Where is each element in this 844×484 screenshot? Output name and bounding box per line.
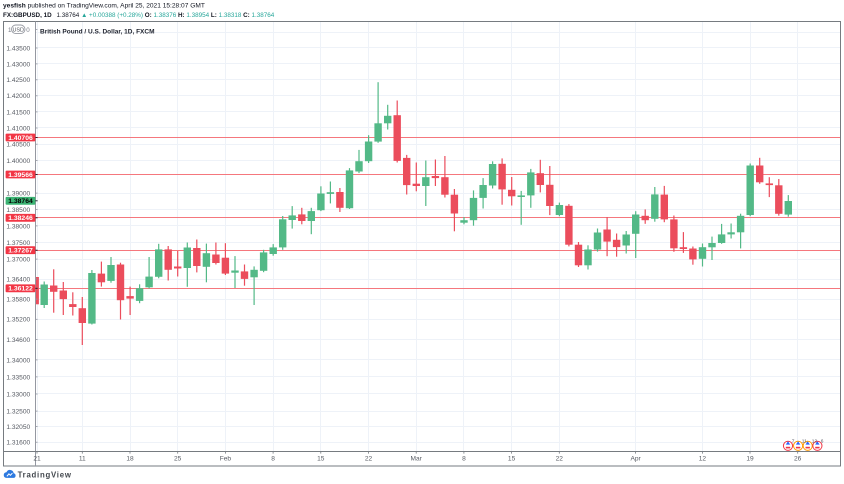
svg-text:1.38000: 1.38000 bbox=[6, 223, 30, 230]
svg-text:1.40000: 1.40000 bbox=[6, 158, 30, 165]
svg-text:Apr: Apr bbox=[630, 456, 641, 463]
svg-text:1.34600: 1.34600 bbox=[6, 337, 30, 344]
svg-text:22: 22 bbox=[556, 456, 564, 463]
svg-text:19: 19 bbox=[746, 456, 754, 463]
svg-text:1.33000: 1.33000 bbox=[6, 391, 30, 398]
svg-text:1.38500: 1.38500 bbox=[6, 207, 30, 214]
svg-text:1.31600: 1.31600 bbox=[6, 440, 30, 447]
svg-text:1.40706: 1.40706 bbox=[8, 135, 33, 142]
svg-text:6: 6 bbox=[821, 438, 824, 444]
svg-text:1.32050: 1.32050 bbox=[6, 424, 30, 431]
svg-text:25: 25 bbox=[174, 456, 182, 463]
svg-text:1.36122: 1.36122 bbox=[8, 286, 33, 293]
svg-text:1.33500: 1.33500 bbox=[6, 374, 30, 381]
svg-text:1.41500: 1.41500 bbox=[6, 109, 30, 116]
svg-text:1.40500: 1.40500 bbox=[6, 142, 30, 149]
svg-text:1.34000: 1.34000 bbox=[6, 357, 30, 364]
svg-text:1.37000: 1.37000 bbox=[6, 257, 30, 264]
svg-text:12: 12 bbox=[812, 438, 818, 444]
svg-text:1.42500: 1.42500 bbox=[6, 77, 30, 84]
svg-text:FX:GBPUSD, 1D 1.38764 ▲ +0.00: FX:GBPUSD, 1D 1.38764 ▲ +0.00388 (+0.28%… bbox=[3, 12, 275, 19]
svg-text:British Pound / U.S. Dollar, 1: British Pound / U.S. Dollar, 1D, FXCM bbox=[40, 28, 154, 35]
svg-text:1.39566: 1.39566 bbox=[8, 172, 33, 179]
svg-text:7: 7 bbox=[792, 438, 795, 444]
svg-text:1.39000: 1.39000 bbox=[6, 191, 30, 198]
svg-text:yesfish published on TradingVi: yesfish published on TradingView.com, Ap… bbox=[3, 3, 205, 10]
svg-text:1: 1 bbox=[8, 27, 12, 34]
svg-text:8: 8 bbox=[462, 456, 466, 463]
svg-text:1.38246: 1.38246 bbox=[8, 215, 33, 222]
svg-text:1.43500: 1.43500 bbox=[6, 45, 30, 52]
svg-text:22: 22 bbox=[365, 456, 373, 463]
svg-text:1.37500: 1.37500 bbox=[6, 240, 30, 247]
svg-text:18: 18 bbox=[126, 456, 134, 463]
svg-text:26: 26 bbox=[794, 456, 802, 463]
svg-text:8: 8 bbox=[271, 456, 275, 463]
svg-text:15: 15 bbox=[317, 456, 325, 463]
svg-text:1.35200: 1.35200 bbox=[6, 317, 30, 324]
svg-text:USD: USD bbox=[13, 28, 24, 34]
svg-text:1.38764: 1.38764 bbox=[8, 198, 33, 205]
svg-text:11: 11 bbox=[802, 438, 807, 444]
svg-text:1.36400: 1.36400 bbox=[6, 276, 30, 283]
svg-text:1.41000: 1.41000 bbox=[6, 125, 30, 132]
svg-text:1.32500: 1.32500 bbox=[6, 409, 30, 416]
svg-text:Feb: Feb bbox=[220, 456, 232, 463]
svg-text:21: 21 bbox=[33, 456, 41, 463]
svg-text:0: 0 bbox=[26, 27, 30, 34]
svg-text:15: 15 bbox=[508, 456, 516, 463]
svg-text:1.42000: 1.42000 bbox=[6, 93, 30, 100]
svg-text:1.35800: 1.35800 bbox=[6, 297, 30, 304]
svg-text:1.43000: 1.43000 bbox=[6, 61, 30, 68]
svg-text:12: 12 bbox=[699, 456, 707, 463]
svg-text:Mar: Mar bbox=[411, 456, 423, 463]
svg-text:TradingView: TradingView bbox=[18, 470, 72, 479]
svg-text:11: 11 bbox=[79, 456, 86, 463]
svg-text:1.37267: 1.37267 bbox=[8, 248, 33, 255]
